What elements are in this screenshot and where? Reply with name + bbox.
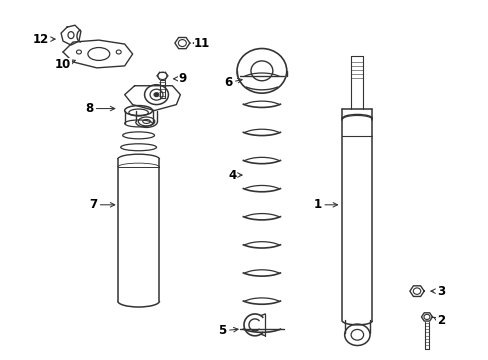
Text: 4: 4 [227, 168, 242, 181]
Ellipse shape [154, 93, 159, 96]
Text: 7: 7 [89, 198, 115, 211]
Text: 6: 6 [224, 76, 242, 89]
Text: 10: 10 [55, 58, 75, 71]
Text: 1: 1 [313, 198, 337, 211]
Text: 5: 5 [218, 324, 238, 337]
Text: 11: 11 [193, 37, 210, 50]
Text: 3: 3 [430, 285, 444, 298]
Text: 8: 8 [84, 102, 115, 115]
Text: 2: 2 [433, 314, 444, 327]
Text: 9: 9 [173, 72, 186, 85]
Text: 12: 12 [33, 33, 55, 46]
